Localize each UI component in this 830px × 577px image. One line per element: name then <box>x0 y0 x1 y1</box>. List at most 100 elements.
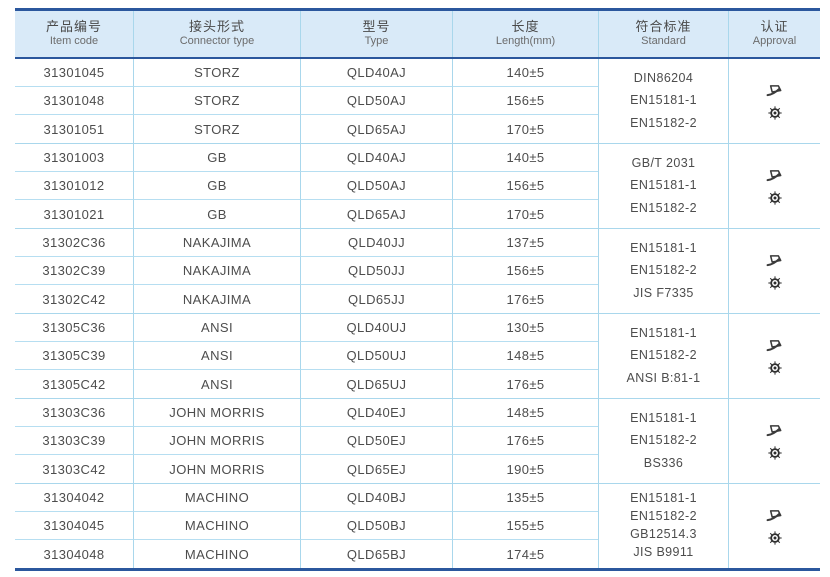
standard-line: DIN86204 <box>633 70 694 85</box>
approval-cell <box>728 399 820 483</box>
length-cell: 156±5 <box>452 172 598 200</box>
product-group: 31304042 MACHINO QLD40BJ 135±5 31304045 MACHI… <box>15 484 820 568</box>
standard-cell: EN15181-1 EN15182-2 BS336 <box>598 399 728 483</box>
connector-type-cell: GB <box>133 200 300 228</box>
item-code-cell: 31304045 <box>15 512 133 540</box>
header-type-en: Type <box>364 35 389 48</box>
standard-cell: EN15181-1 EN15182-2 ANSI B:81-1 <box>598 314 728 398</box>
standard-line: EN15182-2 <box>630 263 697 278</box>
connector-type-cell: ANSI <box>133 342 300 370</box>
standard-line: JIS B9911 <box>633 545 694 559</box>
item-code-cell: 31301051 <box>43 121 105 137</box>
type-cell: QLD65JJ <box>300 285 452 313</box>
header-standard: 符合标准 Standard <box>598 11 728 57</box>
product-group: 31302C36 NAKAJIMA QLD40JJ 137±5 31302C39 NAKA… <box>15 229 820 314</box>
approval-cell <box>728 484 820 568</box>
wheel-certification-icon <box>767 275 782 290</box>
product-group: 31305C36 ANSI QLD40UJ 130±5 31305C39 ANSI QLD5… <box>15 314 820 399</box>
connector-type-cell: GB <box>133 144 300 172</box>
item-code-cell: 31302C42 <box>42 291 106 307</box>
header-item-code-en: Item code <box>49 35 99 48</box>
standard-cell: EN15181-1 EN15182-2 JIS F7335 <box>598 229 728 313</box>
header-standard-en: Standard <box>641 35 686 48</box>
wheel-certification-icon <box>767 445 782 460</box>
item-code-cell: 31304048 <box>43 546 105 562</box>
connector-type-cell: NAKAJIMA <box>133 257 300 285</box>
certificate-stamp-icon <box>766 508 783 523</box>
standard-cell: EN15181-1 EN15182-2 GB12514.3 JIS B9911 <box>598 484 728 568</box>
product-spec-table: 产品编号 Item code 接头形式 Connector type 型号 Ty… <box>15 8 820 571</box>
header-type-zh: 型号 <box>362 19 391 34</box>
connector-type-cell: MACHINO <box>133 540 300 568</box>
standard-line: EN15181-1 <box>630 93 697 108</box>
header-length-en: Length(mm) <box>495 35 556 48</box>
length-cell: 148±5 <box>452 399 598 427</box>
certificate-stamp-icon <box>766 338 783 353</box>
item-code-cell: 31301003 <box>15 144 133 172</box>
type-cell: QLD40JJ <box>300 229 452 257</box>
standard-line: JIS F7335 <box>633 285 694 300</box>
product-group: 31301003 GB QLD40AJ 140±5 31301012 GB QLD50AJ 1… <box>15 144 820 229</box>
approval-cell <box>728 314 820 398</box>
table-header: 产品编号 Item code 接头形式 Connector type 型号 Ty… <box>15 11 820 59</box>
wheel-certification-icon <box>767 530 782 545</box>
header-item-code: 产品编号 Item code <box>15 11 133 57</box>
standard-line: EN15181-1 <box>630 178 697 193</box>
type-cell: QLD50EJ <box>300 427 452 455</box>
type-cell: QLD40BJ <box>300 484 452 512</box>
standard-cell: DIN86204 EN15181-1 EN15182-2 <box>598 59 728 143</box>
length-cell: 156±5 <box>452 257 598 285</box>
item-code-cell: 31305C42 <box>42 376 106 392</box>
length-cell: 174±5 <box>452 540 598 568</box>
standard-line: EN15182-2 <box>630 348 697 363</box>
certificate-stamp-icon <box>766 253 783 268</box>
connector-type-cell: NAKAJIMA <box>133 285 300 313</box>
connector-type-cell: STORZ <box>133 59 300 87</box>
item-code-cell: 31303C39 <box>15 427 133 455</box>
type-cell: QLD50AJ <box>300 172 452 200</box>
length-cell: 140±5 <box>452 144 598 172</box>
length-cell: 190±5 <box>452 455 598 483</box>
standard-line: BS336 <box>643 455 684 470</box>
product-group: 31303C36 JOHN MORRIS QLD40EJ 148±5 31303C39 J… <box>15 399 820 484</box>
approval-cell <box>728 59 820 143</box>
header-type: 型号 Type <box>300 11 452 57</box>
connector-type-cell: JOHN MORRIS <box>133 455 300 483</box>
type-cell: QLD65EJ <box>300 455 452 483</box>
type-cell: QLD65BJ <box>300 540 452 568</box>
standard-cell: GB/T 2031 EN15181-1 EN15182-2 <box>598 144 728 228</box>
header-length-zh: 长度 <box>511 19 540 34</box>
certificate-stamp-icon <box>766 83 783 98</box>
certificate-stamp-icon <box>766 423 783 438</box>
item-code-cell: 31302C39 <box>15 257 133 285</box>
item-code-cell: 31301048 <box>15 87 133 115</box>
standard-line: EN15181-1 <box>630 325 697 340</box>
length-cell: 176±5 <box>452 285 598 313</box>
header-length: 长度 Length(mm) <box>452 11 598 57</box>
header-approval: 认证 Approval <box>728 11 820 57</box>
length-cell: 137±5 <box>452 229 598 257</box>
item-code-cell: 31304042 <box>15 484 133 512</box>
item-code-cell: 31301045 <box>15 59 133 87</box>
standard-line: EN15182-2 <box>630 200 697 215</box>
standard-line: GB/T 2031 <box>631 155 696 170</box>
table-body: 31301045 STORZ QLD40AJ 140±5 31301048 STORZ QL… <box>15 59 820 568</box>
connector-type-cell: JOHN MORRIS <box>133 427 300 455</box>
connector-type-cell: JOHN MORRIS <box>133 399 300 427</box>
length-cell: 170±5 <box>452 115 598 143</box>
certificate-stamp-icon <box>766 168 783 183</box>
type-cell: QLD65AJ <box>300 115 452 143</box>
standard-line: EN15181-1 <box>630 410 697 425</box>
item-code-cell: 31303C36 <box>15 399 133 427</box>
item-code-cell: 31301021 <box>43 206 105 222</box>
connector-type-cell: ANSI <box>133 314 300 342</box>
item-code-cell: 31302C36 <box>15 229 133 257</box>
length-cell: 148±5 <box>452 342 598 370</box>
connector-type-cell: MACHINO <box>133 484 300 512</box>
header-connector-type-zh: 接头形式 <box>188 19 245 34</box>
header-approval-zh: 认证 <box>760 19 789 34</box>
standard-line: EN15182-2 <box>630 115 697 130</box>
length-cell: 140±5 <box>452 59 598 87</box>
type-cell: QLD65UJ <box>300 370 452 398</box>
